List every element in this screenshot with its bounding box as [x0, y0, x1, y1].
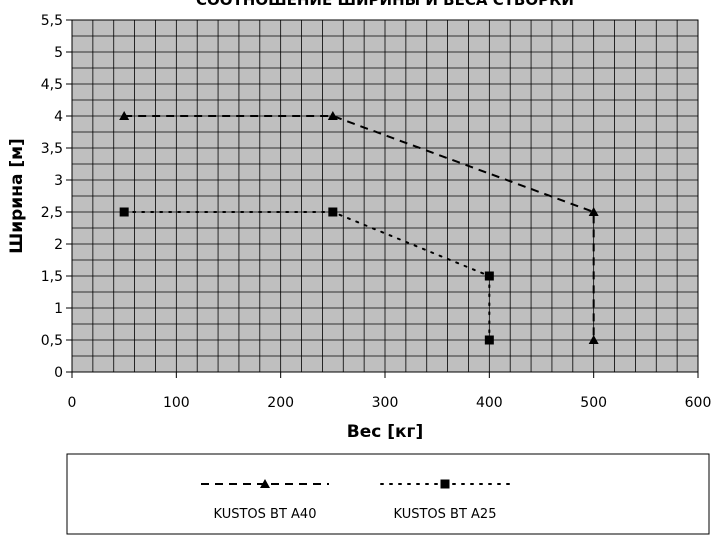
y-tick-label: 3 — [54, 173, 63, 189]
x-tick-label: 300 — [372, 395, 399, 411]
legend-marker-square — [440, 479, 450, 489]
series-markers — [119, 111, 599, 345]
legend-box — [66, 453, 710, 535]
plot-grid — [72, 20, 698, 372]
x-tick-label: 400 — [476, 395, 503, 411]
y-tick-label: 5 — [54, 45, 63, 61]
legend: KUSTOS BT A40 KUSTOS BT A25 — [201, 479, 510, 522]
y-axis-title: Ширина [м] — [7, 138, 27, 254]
x-tick-label: 200 — [267, 395, 294, 411]
data-point-triangle — [588, 207, 599, 216]
x-tick-label: 600 — [685, 395, 712, 411]
data-point-square — [484, 271, 494, 281]
y-tick-label: 4 — [54, 109, 63, 125]
x-axis-title: Вес [кг] — [347, 422, 423, 442]
legend-label: KUSTOS BT A40 — [214, 507, 317, 522]
data-point-triangle — [588, 335, 599, 344]
y-tick-label: 0 — [54, 365, 63, 381]
y-tick-labels: 0 0,5 1 1,5 2 2,5 3 3,5 4 4,5 5 5,5 — [41, 13, 72, 381]
data-point-square — [119, 207, 129, 217]
x-tick-label: 0 — [68, 395, 77, 411]
data-point-square — [328, 207, 338, 217]
x-tick-label: 100 — [163, 395, 190, 411]
chart-title: СООТНОШЕНИЕ ШИРИНЫ И ВЕСА СТВОРКИ — [196, 0, 574, 9]
y-tick-label: 1 — [54, 301, 63, 317]
data-point-triangle — [327, 111, 338, 120]
y-tick-label: 4,5 — [41, 77, 63, 93]
y-tick-label: 5,5 — [41, 13, 63, 29]
y-tick-label: 0,5 — [41, 333, 63, 349]
legend-label: KUSTOS BT A25 — [394, 507, 497, 522]
data-point-square — [484, 335, 494, 345]
y-tick-label: 2,5 — [41, 205, 63, 221]
series-line-1 — [124, 115, 595, 340]
y-tick-label: 2 — [54, 237, 63, 253]
legend-marker-triangle — [260, 479, 270, 488]
series-lines — [123, 115, 595, 341]
y-tick-label: 1,5 — [41, 269, 63, 285]
x-tick-label: 500 — [580, 395, 607, 411]
data-point-triangle — [119, 111, 130, 120]
x-tick-labels: 0 100 200 300 400 500 600 — [68, 372, 712, 411]
y-tick-label: 3,5 — [41, 141, 63, 157]
